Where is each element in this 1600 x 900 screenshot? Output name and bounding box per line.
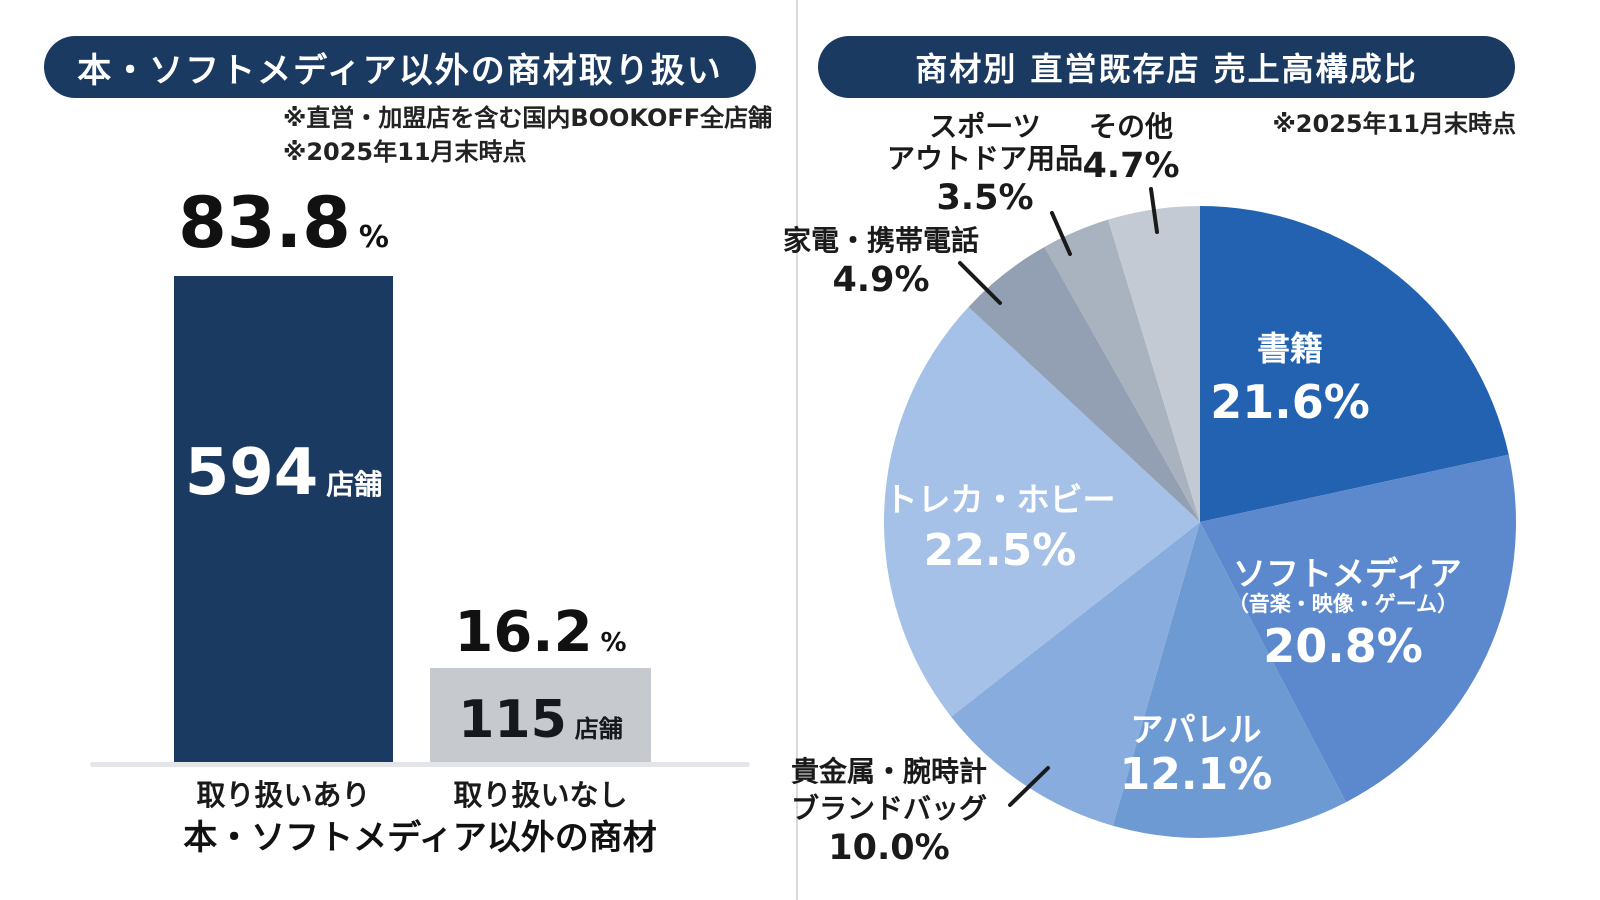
category-label-2: 取り扱いなし <box>453 778 628 812</box>
leader-line-sonota <box>1149 187 1159 234</box>
x-axis-baseline <box>90 762 750 767</box>
left-chart-title-banner: 本・ソフトメディア以外の商材取り扱い <box>44 36 756 98</box>
store-count-unit-1: 店舗 <box>326 468 383 501</box>
left-chart-notes: ※直営・加盟店を含む国内BOOKOFF全店舗 ※2025年11月末時点 <box>283 102 772 169</box>
right-chart-title: 商材別 直営既存店 売上高構成比 <box>915 50 1418 88</box>
x-axis-title: 本・ソフトメディア以外の商材 <box>183 818 657 858</box>
store-count-unit-2: 店舗 <box>574 715 623 743</box>
pie-slice-4 <box>883 306 1200 717</box>
bar-toriatsukai-ari <box>174 276 393 762</box>
pie-pct-shoseki: 21.6% <box>1210 375 1370 429</box>
pie-slice-0 <box>1200 206 1509 522</box>
pie-slice-5 <box>968 246 1200 522</box>
left-chart-title: 本・ソフトメディア以外の商材取り扱い <box>77 50 723 91</box>
left-chart-note-line2: ※2025年11月末時点 <box>283 137 527 166</box>
pie-sublabel-softmedia: （音楽・映像・ゲーム） <box>1227 592 1459 616</box>
pie-pct-toreka-hobby: 22.5% <box>923 525 1077 576</box>
pie-label-apparel: アパレル <box>1130 710 1262 749</box>
bar-value-unit-2: % <box>600 628 627 658</box>
pie-label-toreka-hobby: トレカ・ホビー <box>884 480 1116 519</box>
pie-pct-kaden-keitai: 4.9% <box>832 260 930 300</box>
right-chart-note: ※2025年11月末時点 <box>1272 110 1516 138</box>
pie-pct-apparel: 12.1% <box>1119 749 1273 800</box>
pie-chart <box>883 187 1517 838</box>
bar-value-label-2: 16.2% <box>430 600 651 665</box>
bar-value-unit-1: % <box>358 220 389 255</box>
bar-toriatsukai-nashi <box>430 668 651 762</box>
bar-value-2: 16.2 <box>454 600 593 665</box>
pie-label-brand-bag: ブランドバッグ <box>790 792 987 825</box>
bar-value-1: 83.8 <box>178 182 351 264</box>
left-chart-note-line1: ※直営・加盟店を含む国内BOOKOFF全店舗 <box>283 104 773 132</box>
pie-slice-7 <box>1108 206 1200 522</box>
pie-label-sonota: その他 <box>1088 110 1173 143</box>
pie-pct-softmedia: 20.8% <box>1263 619 1423 673</box>
leader-line-sports <box>1050 211 1072 256</box>
bar-value-label-1: 83.8% <box>174 182 393 264</box>
panel-divider <box>796 0 798 900</box>
pie-slice-3 <box>951 522 1200 826</box>
pie-slice-1 <box>1200 454 1517 803</box>
leader-line-kikinzoku <box>1008 766 1050 807</box>
pie-pct-sonota: 4.7% <box>1082 146 1180 186</box>
pie-label-outdoor-goods: アウトドア用品 <box>886 142 1083 175</box>
pie-label-softmedia: ソフトメディア <box>1233 554 1462 593</box>
store-count-1: 594 <box>184 436 319 510</box>
pie-pct-kikinzoku: 10.0% <box>828 828 950 868</box>
pie-label-kikinzoku: 貴金属・腕時計 <box>790 755 987 788</box>
leader-line-kaden <box>958 261 1002 305</box>
store-count-2: 115 <box>458 690 567 750</box>
pie-label-sports: スポーツ <box>929 110 1041 143</box>
category-label-1: 取り扱いあり <box>196 778 371 812</box>
bar-annotation-1: 594 店舗 <box>174 436 393 510</box>
pie-label-kaden-keitai: 家電・携帯電話 <box>782 224 979 257</box>
pie-slice-2 <box>1112 522 1346 838</box>
pie-slice-6 <box>1044 219 1200 522</box>
pie-pct-sports: 3.5% <box>936 178 1034 218</box>
right-chart-title-banner: 商材別 直営既存店 売上高構成比 <box>818 36 1515 98</box>
pie-label-shoseki: 書籍 <box>1257 329 1323 368</box>
bar-annotation-2: 115 店舗 <box>430 690 651 750</box>
